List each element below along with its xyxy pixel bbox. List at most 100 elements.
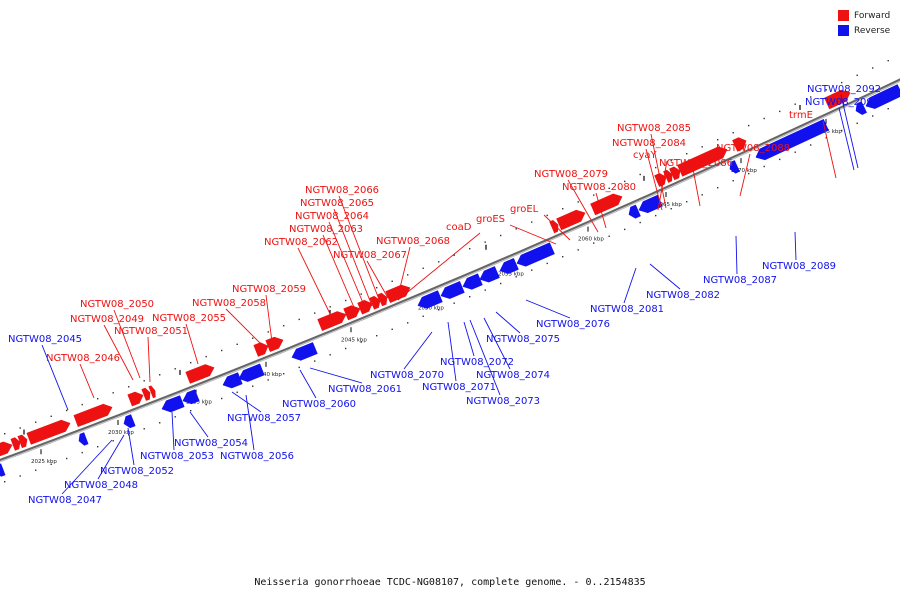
guide-dot: [252, 385, 254, 387]
gene-ngtw08-2074: [479, 266, 500, 283]
guide-dot: [174, 368, 176, 370]
guide-dot: [345, 347, 347, 350]
guide-dot: [190, 362, 192, 364]
label-leader: [692, 168, 701, 207]
label-leader: [127, 427, 135, 466]
guide-dot: [593, 242, 595, 244]
label-leader: [469, 319, 501, 396]
label-leader: [103, 324, 134, 381]
gene-ngtw08-2091: [865, 84, 900, 109]
gene-label-ngtw08-2045: NGTW08_2045: [8, 334, 82, 345]
legend-forward: Forward: [838, 8, 890, 23]
guide-dot: [484, 241, 486, 243]
gene-label-ngtw08-2048: NGTW08_2048: [64, 480, 138, 491]
label-leader: [645, 148, 663, 211]
guide-dot: [50, 463, 52, 465]
gene-label-ngtw08-2059: NGTW08_2059: [232, 284, 306, 295]
gene-label-ngtw08-2047: NGTW08_2047: [28, 495, 102, 506]
legend-forward-label: Forward: [854, 10, 891, 21]
gene-label-ngtw08-2054: NGTW08_2054: [174, 438, 248, 449]
guide-dot: [872, 67, 874, 69]
guide-dot: [670, 160, 672, 162]
guide-dot: [66, 409, 68, 412]
guide-dot: [236, 343, 238, 345]
guide-dot: [655, 214, 657, 217]
track-guides: [4, 60, 889, 483]
guide-dot: [376, 335, 378, 337]
label-leader: [543, 214, 571, 241]
guide-dot: [391, 328, 393, 330]
guide-dot: [515, 276, 517, 278]
tick-label: 2050 kbp: [418, 305, 444, 311]
label-leader: [97, 434, 125, 480]
gene-groes: [549, 220, 559, 234]
gene-label-groel: groEL: [510, 204, 539, 215]
gene-ngtw08-2049: [127, 391, 144, 407]
guide-dot: [329, 306, 331, 308]
gene-label-ngtw08-2091: NGTW08_2091: [805, 97, 879, 108]
label-leader: [297, 247, 335, 323]
gene-label-trme: trmE: [789, 110, 813, 121]
gene-ngtw08-2088: [732, 137, 747, 152]
gene-label-ngtw08-2079: NGTW08_2079: [534, 169, 608, 180]
strand-legend: Forward Reverse: [838, 8, 890, 38]
label-leader: [113, 309, 141, 379]
guide-dot: [407, 274, 409, 276]
gene-label-ngtw08-2086: NGTW08_2086: [659, 158, 733, 169]
gene-ngtw08-2081: [628, 204, 641, 219]
tick-label: 2045 kbp: [341, 337, 367, 343]
label-leader: [366, 260, 389, 299]
label-leader: [509, 224, 557, 245]
guide-dot: [469, 248, 471, 250]
guide-dot: [190, 410, 192, 412]
guide-dot: [236, 391, 238, 393]
gene-feature: [0, 441, 13, 457]
guide-dot: [546, 262, 548, 265]
guide-dot: [825, 89, 827, 91]
gene-label-cyay: cyaY: [633, 150, 658, 161]
guide-dot: [887, 60, 889, 62]
guide-dot: [810, 144, 812, 146]
label-leader: [649, 263, 681, 290]
gene-labels: NGTW08_2045 NGTW08_2046 NGTW08_2047 NGTW08_…: [8, 84, 881, 506]
guide-dot: [732, 180, 734, 182]
label-leader: [61, 439, 113, 495]
guide-dot: [97, 398, 99, 400]
tick-label: 2060 kbp: [578, 237, 604, 243]
gene-label-groes: groES: [476, 214, 505, 225]
guide-dot: [887, 108, 889, 110]
guide-dot: [701, 146, 703, 148]
guide-dot: [19, 475, 21, 477]
guide-dot: [453, 302, 455, 304]
gene-feature: [78, 432, 89, 446]
label-leader: [225, 308, 261, 344]
label-leader: [822, 120, 837, 179]
label-leader: [322, 234, 357, 313]
gene-label-ngtw08-2058: NGTW08_2058: [192, 298, 266, 309]
genome-backbone: [0, 78, 900, 463]
gene-feature: [17, 434, 28, 449]
guide-dot: [81, 403, 83, 406]
gene-label-ngtw08-2081: NGTW08_2081: [590, 304, 664, 315]
label-leader: [838, 107, 855, 171]
label-leader: [171, 411, 175, 451]
guide-dot: [422, 267, 424, 269]
gene-label-ngtw08-2046: NGTW08_2046: [46, 353, 120, 364]
gene-ngtw08-2079: [590, 193, 623, 216]
gene-label-ngtw08-2066: NGTW08_2066: [305, 185, 379, 196]
label-leader: [79, 363, 95, 399]
gene-ngtw08-2071: [440, 281, 465, 299]
gene-label-ngtw08-2053: NGTW08_2053: [140, 451, 214, 462]
gene-features: [0, 84, 900, 477]
label-leader: [483, 317, 511, 370]
tick-label: 2025 kbp: [31, 459, 57, 465]
gene-label-ngtw08-2070: NGTW08_2070: [370, 370, 444, 381]
gene-label-ngtw08-2074: NGTW08_2074: [476, 370, 550, 381]
label-leader: [623, 267, 637, 304]
gene-label-ngtw08-2065: NGTW08_2065: [300, 198, 374, 209]
guide-dot: [128, 386, 130, 388]
guide-dot: [484, 289, 486, 291]
backbone-highlight: [0, 80, 900, 463]
guide-dot: [4, 433, 6, 435]
gene-ngtw08-2070: [417, 290, 443, 309]
